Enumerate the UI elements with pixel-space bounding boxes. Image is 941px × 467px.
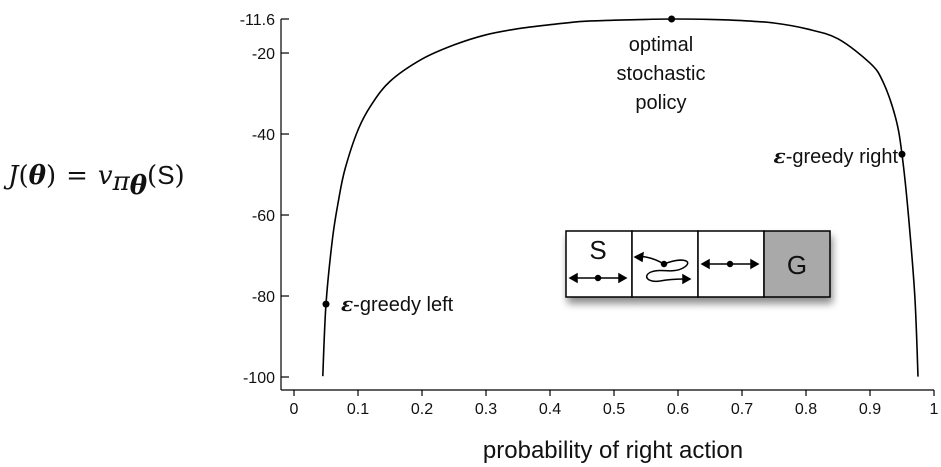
x-tick-label: 0.6 xyxy=(667,401,689,418)
y-tick-label: -100 xyxy=(243,370,275,387)
greedy-right-label: ε-greedy right xyxy=(774,144,899,168)
gridworld-inset xyxy=(565,230,831,298)
grid-cell-0 xyxy=(565,230,633,298)
x-tick-label: 0.8 xyxy=(795,401,817,418)
y-arg-open: ( xyxy=(147,161,157,191)
policy-point xyxy=(898,150,906,158)
x-tick-label: 0.3 xyxy=(475,401,497,418)
y-close: ) xyxy=(46,161,56,191)
y-tick-label: -11.6 xyxy=(240,12,275,29)
optimal-label-line-3: policy xyxy=(635,92,686,114)
y-pi: π xyxy=(112,167,131,197)
x-tick-label: 0.4 xyxy=(539,401,561,418)
reversed-arrows-icon xyxy=(633,251,692,285)
x-tick-label: 0.7 xyxy=(731,401,753,418)
optimal-label-line-2: stochastic xyxy=(617,63,706,85)
double-arrow-icon xyxy=(568,272,628,284)
optimal-label-line-1: optimal xyxy=(629,34,693,56)
y-state: S xyxy=(157,160,174,190)
x-tick-label: 1 xyxy=(930,401,939,418)
x-tick-label: 0.5 xyxy=(603,401,625,418)
greedy-right-epsilon: ε xyxy=(774,144,786,168)
greedy-left-text: -greedy left xyxy=(353,294,453,316)
y-theta: θ xyxy=(29,161,47,191)
x-axis-title: probability of right action xyxy=(483,437,743,464)
y-ticks: -11.6 -20 -40 -60 -80 -100 xyxy=(240,12,289,387)
greedy-left-epsilon: ε xyxy=(341,292,353,316)
policy-point xyxy=(668,15,676,23)
y-eq: = xyxy=(66,161,88,191)
policy-point xyxy=(322,300,330,308)
grid-cell-goal xyxy=(763,230,831,298)
marked-points xyxy=(322,15,906,308)
greedy-left-label: ε-greedy left xyxy=(341,292,454,316)
y-tick-label: -20 xyxy=(252,46,275,63)
y-tick-label: -40 xyxy=(252,127,275,144)
x-ticks: 0 0.1 0.2 0.3 0.4 0.5 0.6 0.7 0.8 0.9 1 xyxy=(290,390,939,418)
y-tick-label: -60 xyxy=(252,208,275,225)
y-arg-close: ) xyxy=(175,161,185,191)
x-tick-label: 0 xyxy=(290,401,299,418)
x-tick-label: 0.2 xyxy=(411,401,433,418)
value-curve xyxy=(322,18,919,377)
y-axis-title: J(θ) = vπθ(S) xyxy=(3,160,185,201)
y-tick-label: -80 xyxy=(252,289,275,306)
double-arrow-icon xyxy=(700,258,760,270)
y-open: ( xyxy=(18,161,28,191)
y-v: v xyxy=(98,161,113,191)
grid-cell-goal-label: G xyxy=(787,250,807,280)
y-func: J xyxy=(3,161,20,191)
greedy-right-text: -greedy right xyxy=(786,146,899,168)
x-tick-label: 0.1 xyxy=(347,401,369,418)
grid-cell-start-label: S xyxy=(589,235,606,265)
y-pi-theta: θ xyxy=(130,171,148,201)
x-tick-label: 0.9 xyxy=(859,401,881,418)
